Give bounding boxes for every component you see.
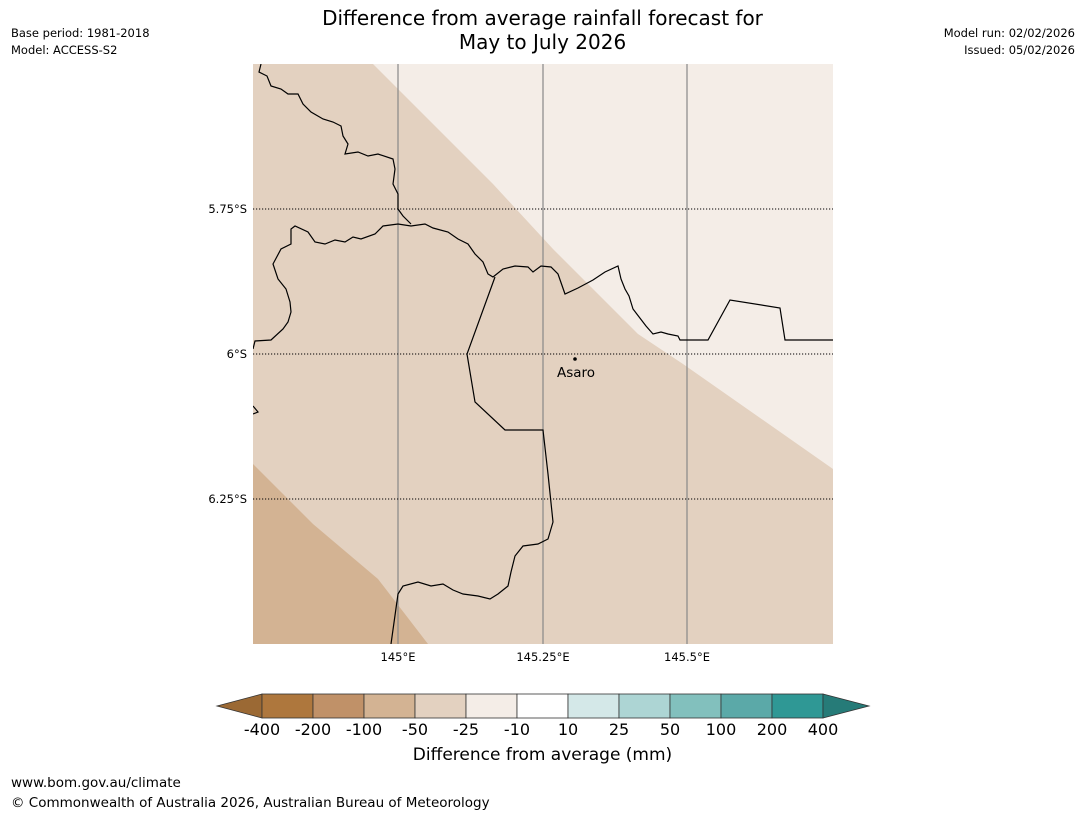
legend-swatch bbox=[567, 693, 620, 719]
map-title-line1: Difference from average rainfall forecas… bbox=[322, 6, 763, 30]
header-left-info: Base period: 1981-2018 Model: ACCESS-S2 bbox=[11, 25, 150, 59]
legend-extend-low bbox=[215, 693, 263, 719]
legend-swatch bbox=[618, 693, 671, 719]
legend-swatch bbox=[312, 693, 365, 719]
map-zone-minus-100 bbox=[253, 464, 428, 644]
legend-swatch bbox=[414, 693, 467, 719]
lat-label-5-75: 5.75°S bbox=[208, 202, 247, 216]
legend-swatch bbox=[720, 693, 773, 719]
lat-label-6: 6°S bbox=[226, 347, 247, 361]
legend-tick-label: 400 bbox=[807, 720, 839, 739]
lon-label-145-5: 145.5°E bbox=[664, 650, 710, 664]
province-border-north bbox=[258, 64, 412, 225]
province-border-west-stub bbox=[253, 405, 259, 415]
legend-tick-label: 25 bbox=[608, 720, 630, 739]
header-right-info: Model run: 02/02/2026 Issued: 05/02/2026 bbox=[944, 25, 1075, 59]
legend-tick-label: -10 bbox=[503, 720, 531, 739]
legend-swatch bbox=[363, 693, 416, 719]
legend-swatch bbox=[516, 693, 569, 719]
lon-label-145-25: 145.25°E bbox=[516, 650, 570, 664]
town-label-asaro: Asaro bbox=[557, 365, 596, 381]
base-period-text: Base period: 1981-2018 bbox=[11, 26, 150, 40]
footer-copyright: © Commonwealth of Australia 2026, Austra… bbox=[11, 795, 490, 811]
legend-tick-label: -200 bbox=[294, 720, 332, 739]
map-zone-minus-25 bbox=[373, 64, 833, 469]
legend-swatch bbox=[261, 693, 314, 719]
legend-tick-label: 200 bbox=[756, 720, 788, 739]
legend-extend-high bbox=[822, 693, 871, 719]
legend-swatch bbox=[465, 693, 518, 719]
legend-tick-label: 100 bbox=[705, 720, 737, 739]
map-title-line2: May to July 2026 bbox=[458, 30, 627, 54]
footer-url: www.bom.gov.au/climate bbox=[11, 775, 181, 791]
province-border-south bbox=[390, 276, 554, 644]
lon-label-145: 145°E bbox=[380, 650, 416, 664]
province-border-central bbox=[253, 223, 833, 350]
model-text: Model: ACCESS-S2 bbox=[11, 43, 118, 57]
legend-tick-label: 10 bbox=[557, 720, 579, 739]
model-run-text: Model run: 02/02/2026 bbox=[943, 26, 1075, 40]
legend-tick-label: -50 bbox=[401, 720, 429, 739]
map-title: Difference from average rainfall forecas… bbox=[0, 6, 1085, 54]
legend-tick-label: -25 bbox=[452, 720, 480, 739]
rainfall-map bbox=[253, 64, 833, 644]
legend-tick-label: -100 bbox=[345, 720, 383, 739]
legend-title: Difference from average (mm) bbox=[412, 745, 673, 765]
legend-tick-label: -400 bbox=[243, 720, 281, 739]
legend-tick-label: 50 bbox=[659, 720, 681, 739]
issued-text: Issued: 05/02/2026 bbox=[964, 43, 1075, 57]
legend-swatch bbox=[771, 693, 824, 719]
lat-label-6-25: 6.25°S bbox=[208, 492, 247, 506]
legend-colorbar bbox=[215, 692, 871, 720]
legend-swatch bbox=[669, 693, 722, 719]
town-marker-asaro bbox=[573, 357, 577, 361]
